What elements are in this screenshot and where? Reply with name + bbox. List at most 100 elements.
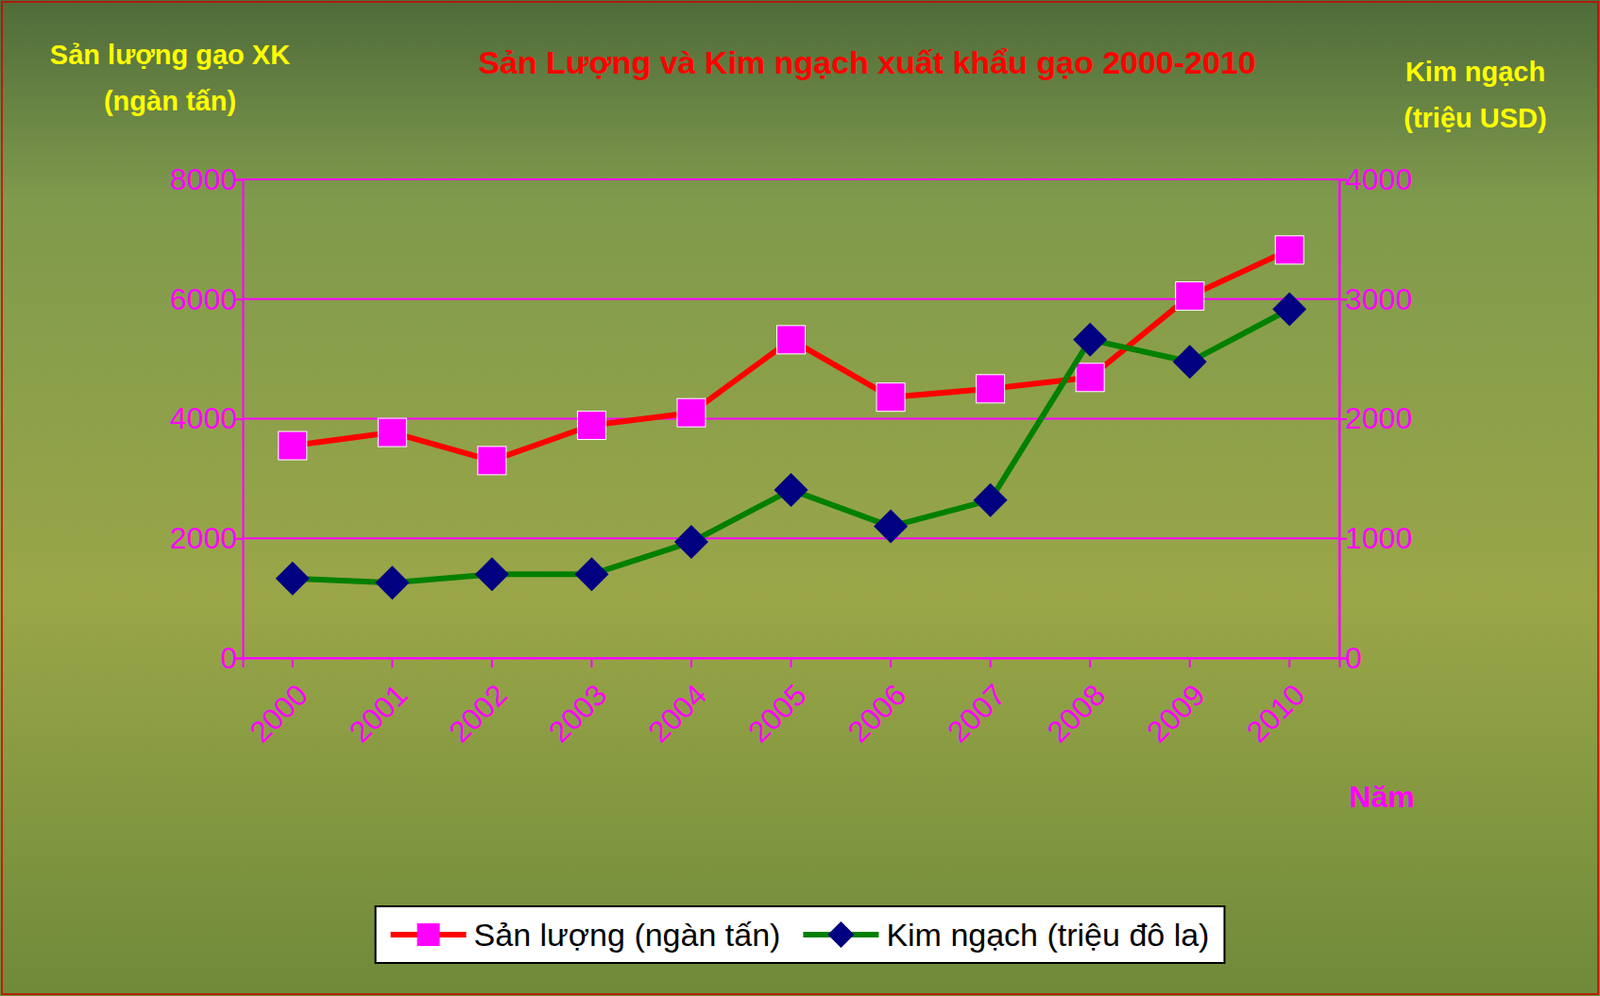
data-point — [1075, 363, 1105, 392]
grid-line — [242, 298, 1340, 301]
y2-tick-label: 0 — [1344, 641, 1362, 676]
legend-item: Kim ngạch (triệu đô la) — [802, 917, 1209, 954]
x-tick-label: 2007 — [940, 678, 1013, 750]
background — [0, 0, 1600, 996]
data-point — [574, 557, 609, 592]
x-tick-label: 2003 — [542, 678, 614, 750]
y-tick-label: 0 — [220, 641, 238, 676]
x-tick-mark — [889, 658, 892, 668]
legend-label: Kim ngạch (triệu đô la) — [885, 917, 1209, 954]
legend-label: Sản lượng (ngàn tấn) — [474, 917, 782, 954]
x-tick: 2005 — [741, 658, 814, 750]
data-point — [973, 483, 1008, 518]
y-tick: 8000 — [170, 162, 243, 197]
y2-tick: 1000 — [1339, 521, 1413, 556]
x-tick: 2002 — [442, 658, 514, 750]
y-axis: 02000400060008000 — [170, 162, 244, 676]
x-tick: 2001 — [342, 658, 415, 750]
data-point — [377, 418, 407, 447]
y2-tick: 2000 — [1339, 401, 1413, 436]
legend-item: Sản lượng (ngàn tấn) — [391, 917, 782, 954]
y-tick: 0 — [220, 641, 243, 676]
x-tick: 2004 — [641, 658, 714, 750]
data-point — [475, 557, 510, 592]
legend-box — [375, 906, 1226, 964]
data-point — [674, 525, 709, 560]
y2-tick-label: 2000 — [1344, 401, 1413, 436]
data-point — [374, 565, 409, 600]
data-point — [774, 473, 809, 508]
x-tick-mark — [690, 658, 693, 668]
x-tick: 2000 — [242, 658, 315, 750]
data-point — [1072, 323, 1107, 358]
x-tick-mark — [989, 658, 992, 668]
y2-tick-label: 4000 — [1344, 162, 1413, 197]
x-tick-mark — [391, 658, 393, 668]
x-tick-mark — [790, 658, 793, 668]
data-point — [1173, 344, 1208, 379]
series-layer — [275, 236, 1307, 600]
data-point — [278, 431, 307, 460]
border — [1, 1, 1599, 995]
x-tick-mark — [1288, 658, 1291, 668]
y-tick: 2000 — [170, 521, 243, 556]
legend-marker — [417, 923, 441, 947]
title: Sản Lượng và Kim ngạch xuất khẩu gạo 200… — [477, 44, 1257, 81]
y2-tick: 0 — [1339, 641, 1362, 676]
data-point — [577, 410, 606, 440]
x-axis: 2000 2001 2002 2003 2004 2005 2006 2007 2008 2009… — [242, 658, 1340, 750]
y-tick-label: 4000 — [170, 401, 238, 436]
x-tick: 2006 — [840, 658, 913, 750]
grid-line — [242, 537, 1340, 540]
x-tick-label: 2008 — [1040, 678, 1113, 750]
x-tick-mark — [1089, 658, 1091, 668]
y2-tick-label: 1000 — [1344, 521, 1413, 556]
data-point — [1175, 282, 1205, 311]
series-line — [292, 250, 1290, 461]
plot: 0200040006000800001000200030004000200020… — [170, 162, 1413, 750]
x-tick: 2009 — [1140, 658, 1212, 750]
legend: Sản lượng (ngàn tấn) Kim ngạch (triệu đô … — [375, 906, 1226, 964]
y-tick-label: 2000 — [170, 521, 238, 556]
x-tick: 2003 — [542, 658, 614, 750]
x-tick-mark — [291, 658, 294, 668]
x-tick-label: 2005 — [741, 678, 814, 750]
x-tick-label: 2010 — [1240, 678, 1312, 750]
data-point — [876, 383, 905, 412]
y-axis-title: Sản lượng gạo XK(ngàn tấn) — [50, 39, 290, 117]
x-tick-mark — [590, 658, 593, 668]
grid-line — [242, 178, 1340, 181]
x-tick-label: 2000 — [242, 678, 315, 750]
x-tick: 2010 — [1240, 658, 1312, 750]
x-tick-mark — [491, 658, 494, 668]
axis-line — [243, 659, 1341, 669]
data-point — [677, 398, 706, 427]
y2-tick-label: 3000 — [1344, 281, 1413, 316]
data-point — [1275, 236, 1304, 265]
data-point — [477, 446, 507, 476]
legend-marker — [827, 921, 854, 949]
x-tick-label: 2009 — [1140, 678, 1212, 750]
grid — [242, 179, 1340, 659]
y2-axis: 0 1000 2000 3000 4000 — [1339, 162, 1413, 676]
x-tick: 2008 — [1040, 658, 1113, 750]
x-tick-label: 2004 — [641, 678, 714, 750]
y2-axis-title: Kim ngạch(triệu USD) — [1403, 56, 1547, 134]
grid-line — [242, 418, 1340, 421]
x-axis-title: Năm — [1348, 780, 1414, 815]
series-line — [292, 309, 1290, 584]
x-tick-mark — [1189, 658, 1192, 668]
x-tick-label: 2001 — [342, 678, 415, 750]
data-point — [275, 561, 310, 596]
data-point — [873, 510, 908, 545]
y-tick: 4000 — [170, 401, 243, 436]
data-point — [1272, 292, 1307, 327]
chart: 0200040006000800001000200030004000200020… — [0, 0, 1600, 996]
y-tick-label: 8000 — [170, 162, 238, 197]
x-tick-label: 2002 — [442, 678, 514, 750]
data-point — [976, 374, 1005, 404]
data-point — [777, 325, 806, 355]
y2-tick: 3000 — [1339, 281, 1413, 316]
x-tick: 2007 — [940, 658, 1013, 750]
x-tick-label: 2006 — [840, 678, 913, 750]
